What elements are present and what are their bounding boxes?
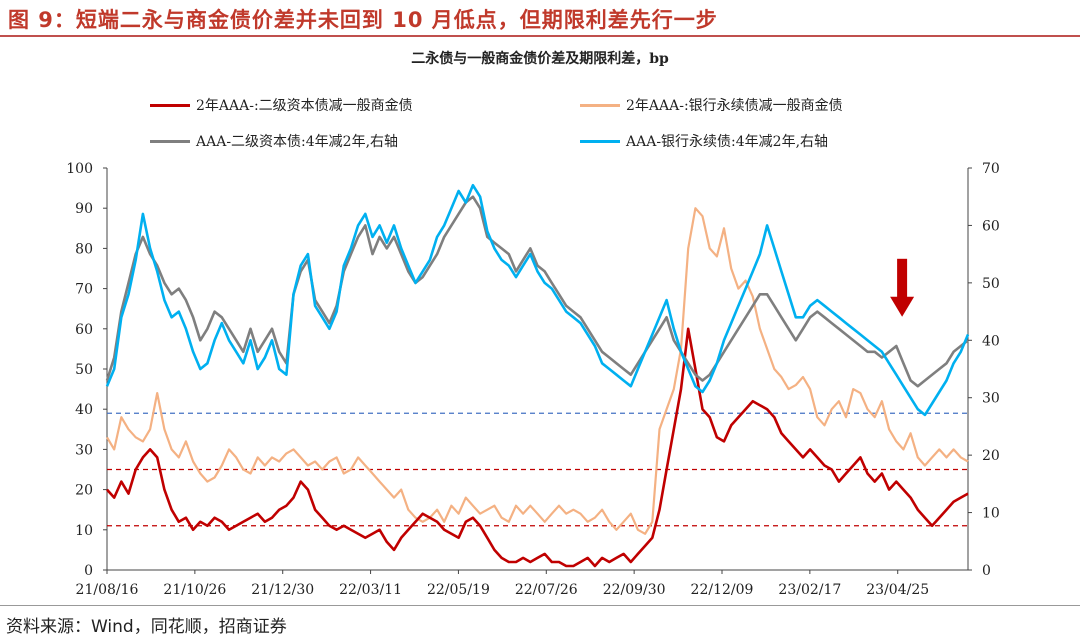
annotation-arrow-shaft (897, 258, 908, 299)
right-axis-tick-label: 0 (982, 563, 991, 579)
annotation-arrow-head (890, 296, 915, 317)
left-axis-tick-label: 80 (75, 241, 93, 257)
x-axis-tick-label: 21/08/16 (76, 582, 139, 598)
legend-label: AAA-银行永续债:4年减2年,右轴 (626, 134, 829, 150)
left-axis-tick-label: 40 (75, 402, 93, 418)
x-axis-tick-label: 23/02/17 (778, 582, 841, 598)
legend-swatch-gray (150, 139, 190, 143)
figure-title: 图 9：短端二永与商金债价差并未回到 10 月低点，但期限利差先行一步 (8, 8, 718, 32)
left-axis-tick-label: 70 (75, 282, 93, 298)
left-axis-tick-label: 100 (66, 161, 93, 177)
legend-swatch-blue (580, 139, 620, 143)
footer-divider (0, 605, 1080, 606)
left-axis-tick-label: 60 (75, 322, 93, 338)
x-axis-tick-label: 22/07/26 (515, 582, 578, 598)
x-axis-tick-label: 23/04/25 (866, 582, 929, 598)
right-axis-tick-label: 10 (982, 506, 1000, 522)
source-note: 资料来源：Wind，同花顺，招商证券 (6, 617, 287, 637)
legend-label: 2年AAA-:二级资本债减一般商金债 (196, 98, 413, 114)
series-line (105, 195, 969, 388)
right-axis-tick-label: 30 (982, 391, 1000, 407)
legend-item-tier2-vs-financial: 2年AAA-:二级资本债减一般商金债 (150, 95, 413, 115)
series-line (105, 183, 970, 417)
left-axis-tick-label: 10 (75, 523, 93, 539)
legend-item-perp-vs-financial: 2年AAA-:银行永续债减一般商金债 (580, 95, 843, 115)
legend-item-perp-term-spread: AAA-银行永续债:4年减2年,右轴 (580, 131, 828, 151)
right-axis-tick-label: 20 (982, 448, 1000, 464)
chart-legend: 2年AAA-:二级资本债减一般商金债 2年AAA-:银行永续债减一般商金债 AA… (150, 95, 950, 165)
legend-label: AAA-二级资本债:4年减2年,右轴 (196, 134, 399, 150)
x-axis-tick-label: 22/12/09 (691, 582, 754, 598)
x-axis-tick-label: 21/12/30 (251, 582, 314, 598)
x-axis-tick-label: 21/10/26 (163, 582, 226, 598)
series-line (106, 207, 969, 535)
left-axis-tick-label: 20 (75, 483, 93, 499)
right-axis-tick-label: 70 (982, 161, 1000, 177)
left-axis-tick-label: 0 (84, 563, 93, 579)
legend-swatch-red (150, 103, 190, 107)
x-axis-tick-label: 22/03/11 (339, 582, 402, 598)
right-axis-tick-label: 40 (982, 333, 1000, 349)
right-axis-tick-label: 60 (982, 218, 1000, 234)
right-axis-tick-label: 50 (982, 276, 1000, 292)
left-axis-tick-label: 50 (75, 362, 93, 378)
legend-swatch-orange (580, 103, 620, 107)
x-axis-tick-label: 22/05/19 (427, 582, 490, 598)
title-divider (0, 35, 1080, 37)
legend-label: 2年AAA-:银行永续债减一般商金债 (626, 98, 843, 114)
series-line (106, 327, 969, 568)
chart-title: 二永债与一般商金债价差及期限利差，bp (411, 51, 669, 67)
legend-item-tier2-term-spread: AAA-二级资本债:4年减2年,右轴 (150, 131, 398, 151)
left-axis-tick-label: 30 (75, 442, 93, 458)
left-axis-tick-label: 90 (75, 201, 93, 217)
x-axis-tick-label: 22/09/30 (603, 582, 666, 598)
